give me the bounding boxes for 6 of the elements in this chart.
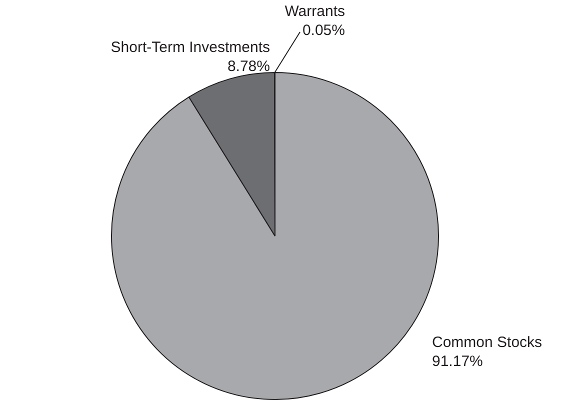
data-label: 91.17%	[432, 353, 483, 370]
data-label: 0.05%	[302, 22, 345, 40]
slice-label: Common Stocks	[432, 334, 542, 352]
slice-label: Warrants	[284, 3, 345, 20]
slice-label: Short-Term Investments	[110, 39, 270, 56]
data-label: 8.78%	[227, 58, 270, 76]
